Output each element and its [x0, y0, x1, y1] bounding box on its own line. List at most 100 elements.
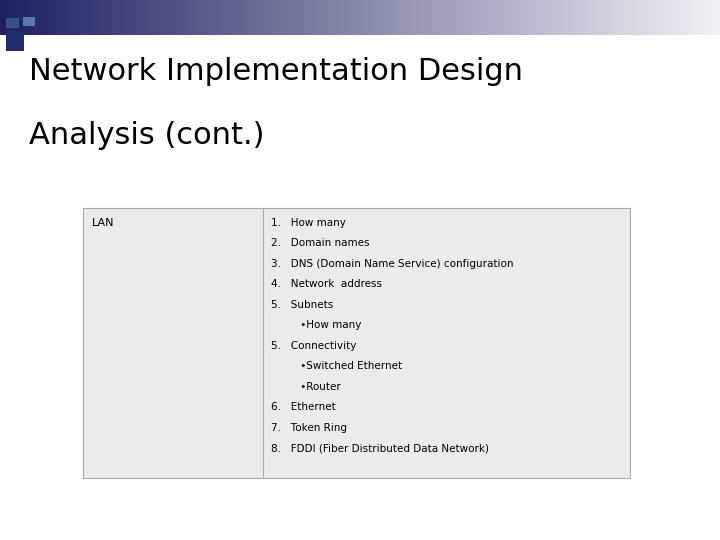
Bar — [691, 0, 695, 35]
Bar — [299, 0, 302, 35]
Bar — [83, 0, 86, 35]
Bar — [137, 0, 140, 35]
Bar — [61, 0, 65, 35]
Bar — [144, 0, 148, 35]
Bar — [310, 0, 313, 35]
Bar — [371, 0, 374, 35]
Bar — [155, 0, 158, 35]
Bar — [266, 0, 270, 35]
Bar — [367, 0, 371, 35]
Bar — [482, 0, 486, 35]
Bar — [414, 0, 418, 35]
Bar — [680, 0, 684, 35]
Bar — [533, 0, 536, 35]
Bar — [270, 0, 274, 35]
Bar — [0, 0, 4, 35]
Bar — [259, 0, 263, 35]
Bar — [14, 0, 18, 35]
Bar — [245, 0, 248, 35]
Bar — [616, 0, 619, 35]
Bar — [320, 0, 324, 35]
Bar — [47, 0, 50, 35]
Bar — [648, 0, 652, 35]
Bar — [40, 0, 43, 35]
Bar — [446, 0, 450, 35]
Bar — [248, 0, 252, 35]
Bar — [590, 0, 594, 35]
Bar — [670, 0, 673, 35]
Bar — [580, 0, 583, 35]
Text: 2.   Domain names: 2. Domain names — [271, 238, 370, 248]
Bar — [166, 0, 169, 35]
Bar — [374, 0, 378, 35]
Bar — [151, 0, 155, 35]
Bar — [655, 0, 659, 35]
Bar — [450, 0, 454, 35]
Bar — [115, 0, 119, 35]
Bar — [97, 0, 101, 35]
Bar — [234, 0, 238, 35]
Bar — [119, 0, 122, 35]
Bar — [360, 0, 364, 35]
Bar — [382, 0, 385, 35]
Bar — [198, 0, 202, 35]
Bar — [612, 0, 616, 35]
Bar — [594, 0, 598, 35]
Bar — [313, 0, 317, 35]
Bar — [173, 0, 176, 35]
Bar — [209, 0, 212, 35]
Bar — [6, 18, 19, 28]
Bar — [230, 0, 234, 35]
Bar — [558, 0, 562, 35]
Bar — [277, 0, 281, 35]
Bar — [428, 0, 432, 35]
Bar — [58, 0, 61, 35]
Text: 8.   FDDI (Fiber Distributed Data Network): 8. FDDI (Fiber Distributed Data Network) — [271, 443, 490, 454]
Bar — [425, 0, 428, 35]
Bar — [544, 0, 547, 35]
Bar — [306, 0, 310, 35]
Bar — [396, 0, 400, 35]
Bar — [331, 0, 335, 35]
Bar — [652, 0, 655, 35]
Bar — [572, 0, 576, 35]
Bar — [576, 0, 580, 35]
Bar — [194, 0, 198, 35]
Bar — [90, 0, 94, 35]
Bar — [76, 0, 79, 35]
Bar — [23, 17, 35, 26]
Bar — [418, 0, 421, 35]
Bar — [349, 0, 353, 35]
Bar — [241, 0, 245, 35]
Bar — [158, 0, 162, 35]
Bar — [677, 0, 680, 35]
Bar — [68, 0, 72, 35]
Bar — [540, 0, 544, 35]
Bar — [673, 0, 677, 35]
Bar — [18, 0, 22, 35]
Bar — [108, 0, 112, 35]
Text: 7.   Token Ring: 7. Token Ring — [271, 423, 348, 433]
Bar — [205, 0, 209, 35]
Bar — [698, 0, 702, 35]
Bar — [162, 0, 166, 35]
Bar — [508, 0, 511, 35]
Text: Network Implementation Design: Network Implementation Design — [29, 57, 523, 86]
Bar — [464, 0, 468, 35]
Bar — [623, 0, 626, 35]
Bar — [702, 0, 706, 35]
Text: 5.   Subnets: 5. Subnets — [271, 300, 333, 310]
Bar — [284, 0, 288, 35]
Bar — [392, 0, 396, 35]
Bar — [353, 0, 356, 35]
Bar — [659, 0, 662, 35]
Bar — [493, 0, 497, 35]
Bar — [511, 0, 515, 35]
Bar — [263, 0, 266, 35]
Bar — [4, 0, 7, 35]
Bar — [112, 0, 115, 35]
Bar — [518, 0, 522, 35]
Bar — [36, 0, 40, 35]
Bar — [634, 0, 637, 35]
Text: 4.   Network  address: 4. Network address — [271, 279, 382, 289]
